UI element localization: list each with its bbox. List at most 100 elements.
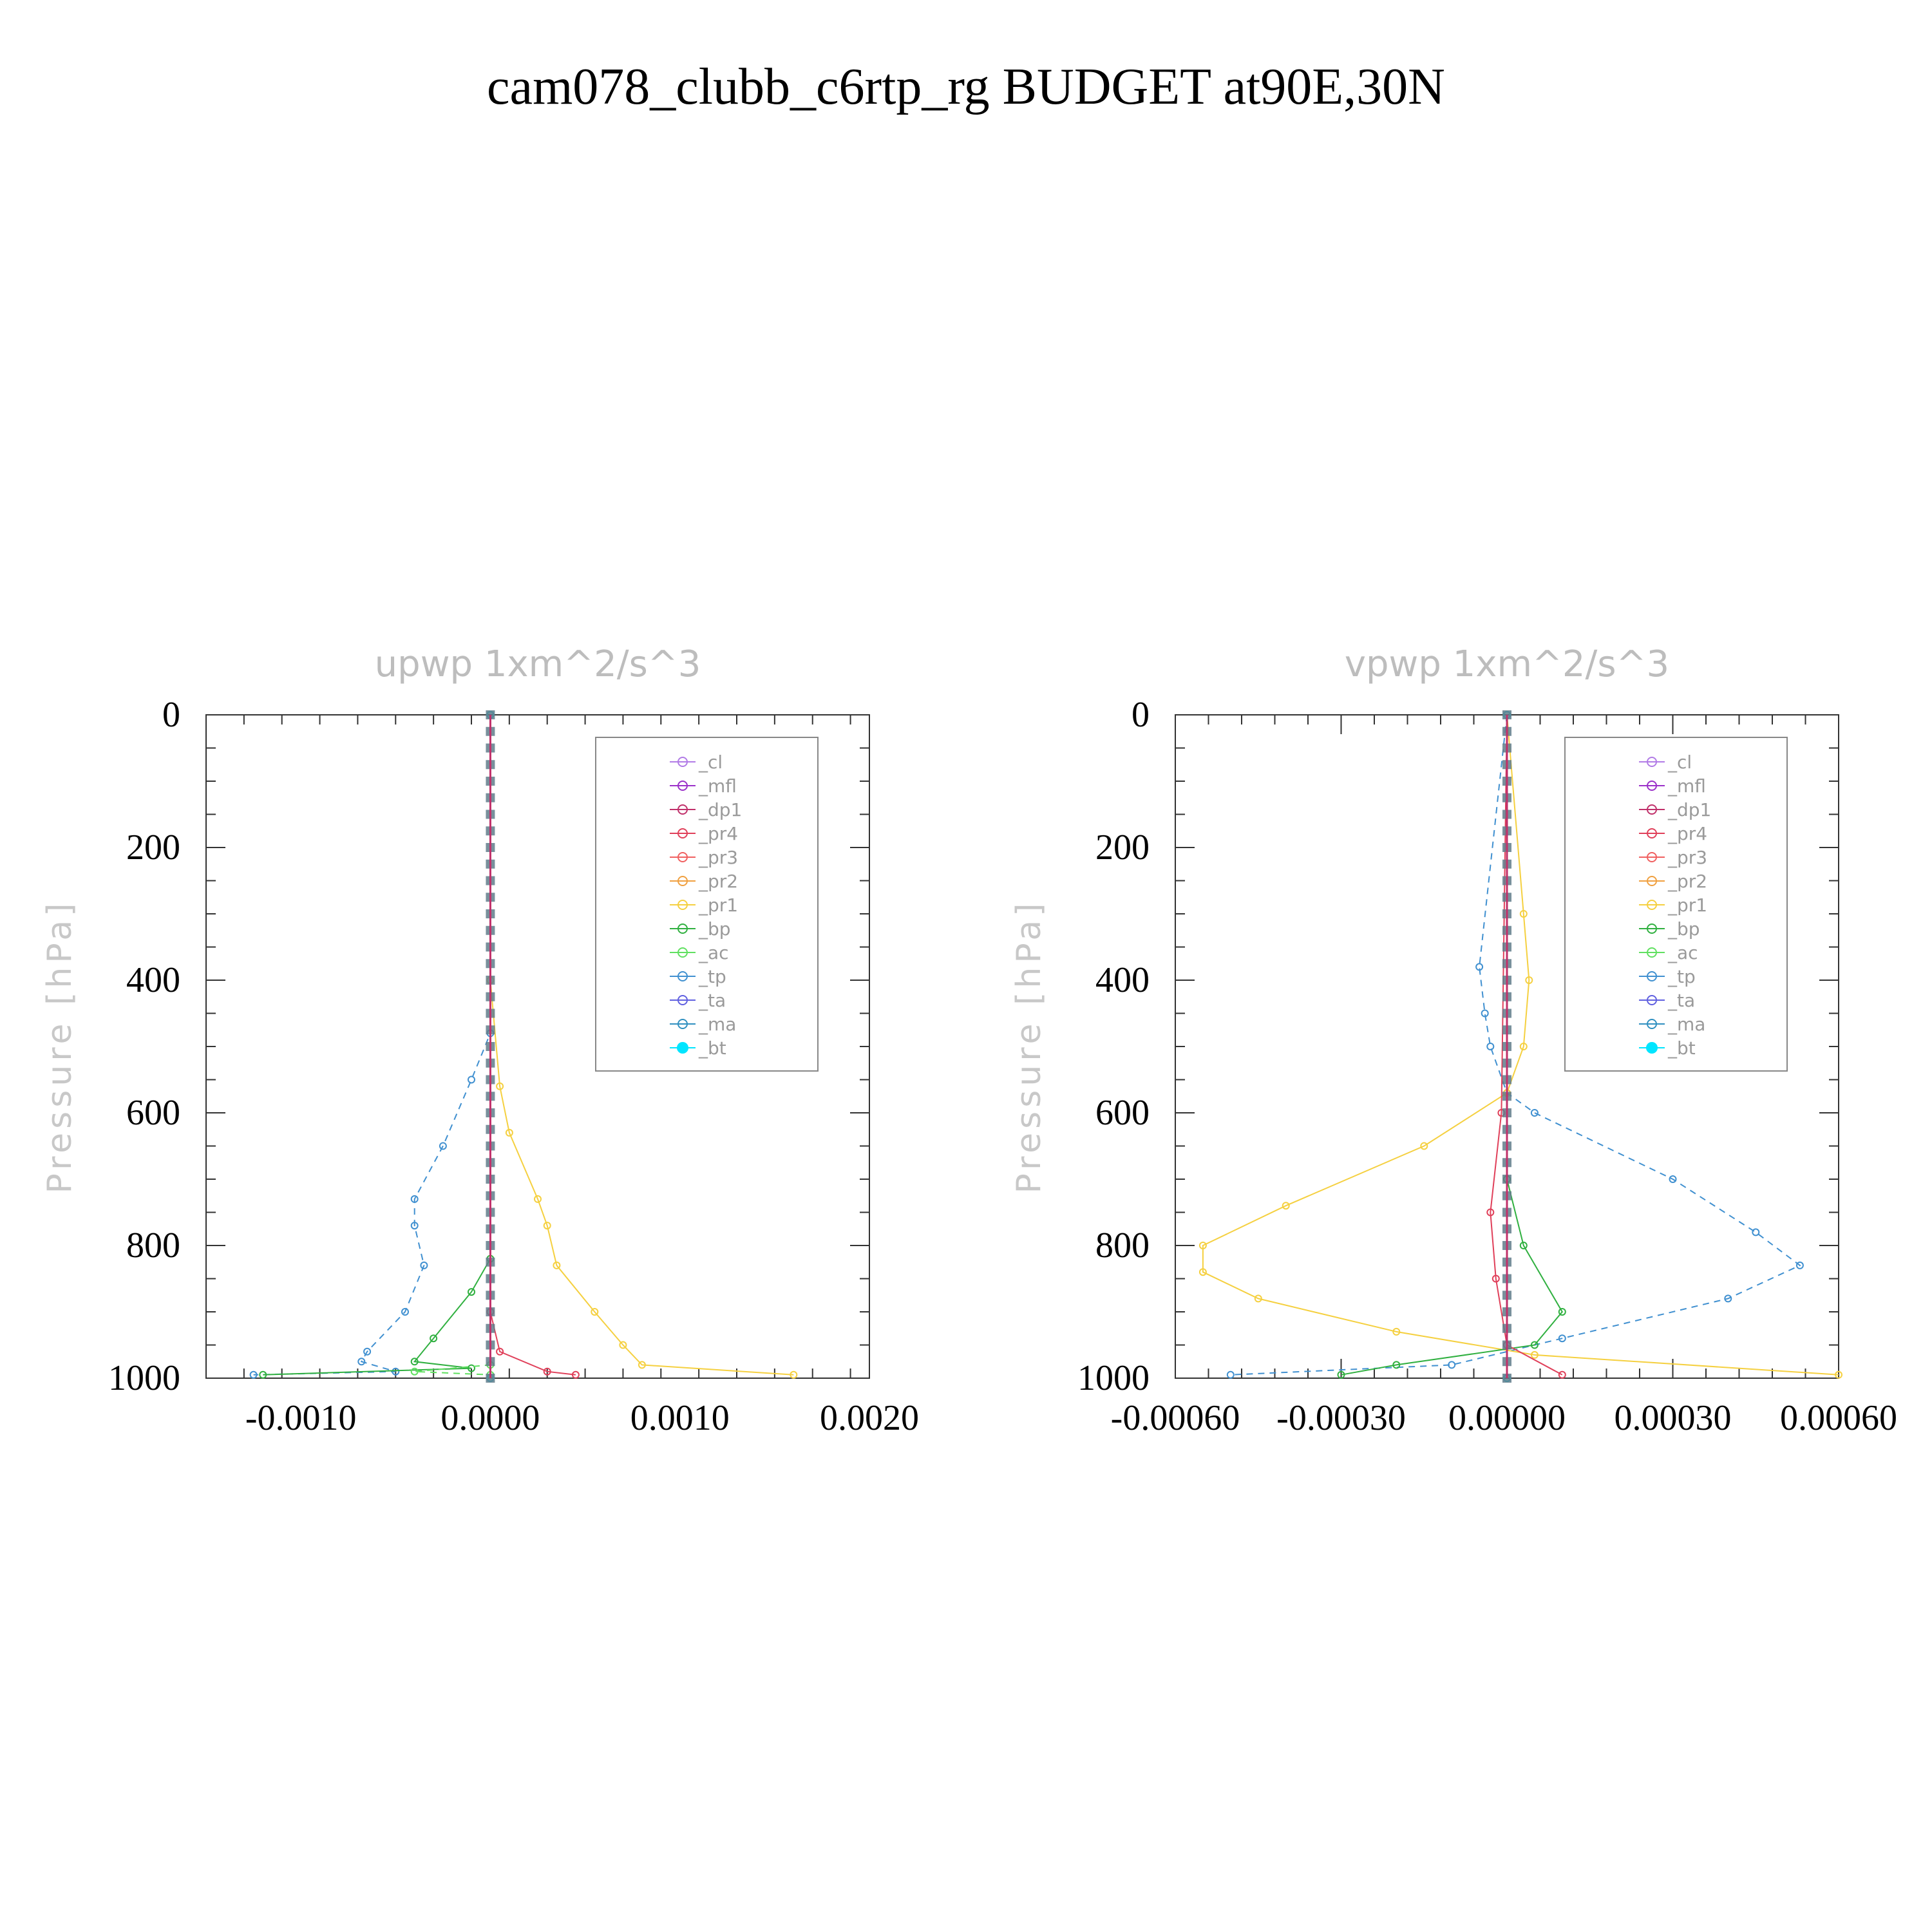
legend-marker [677,804,688,815]
data-point-pr4 [543,1367,551,1376]
data-point-pr4 [1492,1274,1500,1283]
legend-marker [677,781,688,791]
legend-label: _ac [698,942,729,963]
data-point-bp [1558,1308,1566,1316]
data-point-bp [468,1364,475,1372]
legend-marker [677,1042,688,1054]
x-tick-label: -0.0010 [245,1398,357,1438]
data-point-pr1 [1392,1327,1401,1336]
series-line-pr4 [489,715,576,1376]
data-point-pr1 [534,1195,542,1203]
panel-title: upwp 1xm^2/s^3 [375,643,701,685]
data-point-pr4 [571,1370,580,1379]
legend-label: _pr2 [1667,871,1707,892]
legend-label: _pr3 [698,847,738,868]
data-point-pr1 [1198,1242,1207,1249]
y-tick-label: 800 [1095,1226,1150,1265]
legend-marker [677,852,688,862]
legend-marker [1647,971,1657,981]
y-tick-label: 600 [126,1093,180,1133]
series-line-bp [1341,715,1564,1376]
y-tick-label: 200 [1095,828,1150,867]
data-point-pr1 [638,1361,646,1369]
legend-marker [677,828,688,838]
x-tick-label: -0.00060 [1111,1398,1240,1438]
legend-label: _pr3 [1667,847,1707,868]
data-point-pr4 [1558,1370,1566,1379]
data-point-pr1 [1420,1142,1428,1150]
legend-label: _tp [698,966,726,987]
legend-label: _cl [1667,752,1692,773]
x-tick-label: 0.0010 [630,1398,730,1438]
legend-marker [1647,804,1657,815]
data-point-tp [1669,1175,1677,1183]
legend-label: _bt [1667,1037,1696,1059]
y-tick-label: 800 [126,1226,180,1265]
legend-marker [1647,1019,1657,1029]
legend-marker [677,923,688,934]
y-tick-label: 400 [126,960,180,1000]
legend-marker [677,971,688,981]
legend-label: _ac [1667,942,1698,963]
y-axis-label: Pressure [hPa] [41,900,79,1194]
data-point-bp [1530,1341,1539,1349]
legend-label: _ma [698,1014,736,1035]
y-axis-label: Pressure [hPa] [1010,900,1048,1194]
data-point-pr4 [1486,1208,1495,1217]
data-point-tp [401,1308,409,1316]
legend-label: _cl [698,752,723,773]
data-point-tp [1724,1294,1732,1303]
data-point-tp [410,1222,419,1230]
x-tick-label: 0.0000 [440,1398,540,1438]
y-tick-label: 400 [1095,960,1150,1000]
series-line-pr4 [1490,714,1563,1376]
series-line-tp [1230,714,1801,1376]
legend-marker [1647,781,1657,791]
data-point-bp [468,1288,475,1296]
y-tick-label: 0 [162,695,180,735]
legend-marker [677,900,688,910]
legend-label: _ma [1667,1014,1705,1035]
legend-marker [1647,900,1657,910]
series-line-bp [263,715,491,1376]
y-tick-label: 1000 [1077,1358,1150,1398]
data-point-pr1 [790,1370,798,1379]
legend-label: _dp1 [1667,799,1711,820]
legend-label: _mfl [698,775,737,797]
data-point-pr1 [1530,1350,1539,1359]
data-point-tp [1486,1043,1495,1050]
legend-marker [1647,828,1657,838]
data-point-tp [363,1347,372,1356]
data-point-pr1 [1519,910,1528,918]
legend-marker [1646,1042,1658,1054]
legend-box [595,737,819,1072]
legend-marker [1647,995,1657,1005]
data-point-pr1 [1519,1043,1528,1050]
legend-marker [1647,923,1657,934]
legend-label: _tp [1667,966,1696,987]
x-tick-label: -0.00030 [1276,1398,1406,1438]
data-point-pr1 [496,1082,504,1090]
legend-label: _mfl [1667,775,1706,797]
x-tick-label: 0.00000 [1448,1398,1566,1438]
legend-label: _pr4 [1667,823,1707,844]
data-point-pr1 [543,1222,551,1230]
panel-title: vpwp 1xm^2/s^3 [1345,643,1669,685]
vpwp-panel: vpwp 1xm^2/s^3 Pressure [hPa] 0 200 400 600 80… [1010,643,1897,1438]
data-point-bp [1337,1370,1345,1379]
data-point-pr1 [505,1128,513,1137]
data-point-tp [420,1261,428,1269]
y-tick-label: 200 [126,828,180,867]
data-point-bp [259,1370,267,1379]
data-point-pr1 [553,1261,561,1269]
legend-label: _pr2 [698,871,738,892]
x-tick-label: 0.00060 [1780,1398,1897,1438]
data-point-pr4 [496,1347,504,1356]
data-point-pr1 [1282,1202,1290,1210]
data-point-tp [1448,1361,1456,1369]
data-point-tp [1475,963,1484,971]
data-point-pr1 [619,1341,627,1349]
legend-label: _pr4 [698,823,738,844]
legend-label: _bt [698,1037,726,1059]
